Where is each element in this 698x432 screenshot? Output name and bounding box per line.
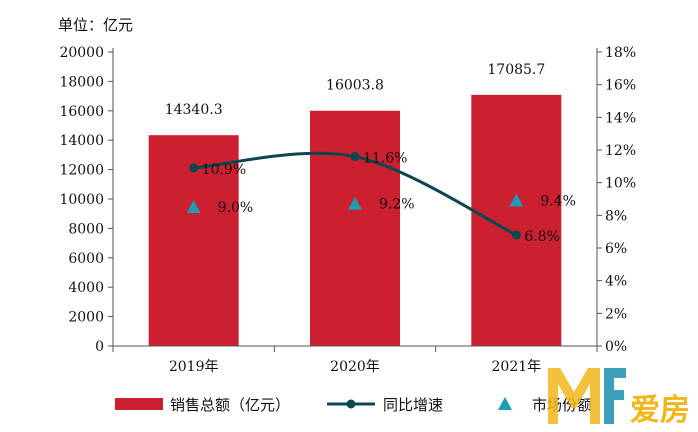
line-point	[511, 230, 521, 240]
legend-label-line: 同比增速	[383, 396, 443, 414]
right-tick-label: 16%	[605, 78, 636, 94]
left-tick-label: 4000	[68, 280, 104, 296]
x-tick-label: 2021年	[492, 359, 542, 375]
bar-value-label: 17085.7	[487, 62, 545, 78]
left-tick-label: 20000	[59, 45, 104, 61]
share-marker	[509, 193, 524, 207]
legend-swatch-bar	[115, 398, 163, 410]
bar-value-label: 16003.8	[326, 78, 384, 94]
left-tick-label: 18000	[59, 74, 104, 90]
x-tick-label: 2020年	[330, 359, 380, 375]
line-point	[350, 152, 360, 162]
left-tick-label: 12000	[59, 163, 104, 179]
left-tick-label: 16000	[59, 104, 104, 120]
bar	[471, 94, 562, 346]
share-marker	[186, 200, 201, 213]
right-tick-label: 0%	[605, 339, 627, 355]
right-tick-label: 10%	[605, 176, 636, 192]
share-value-label: 9.4%	[540, 193, 576, 209]
legend-swatch-marker	[498, 397, 512, 410]
line-value-label: 6.8%	[524, 229, 560, 245]
right-tick-label: 8%	[605, 208, 627, 224]
watermark-text: 爱房	[630, 393, 690, 428]
x-axis-labels: 2019年 2020年 2021年	[169, 359, 541, 375]
x-tick-label: 2019年	[169, 359, 219, 375]
bar	[310, 110, 400, 346]
line-value-label: 10.9%	[202, 162, 246, 178]
left-tick-label: 8000	[68, 221, 104, 237]
bar-series: 14340.3 16003.8 17085.7	[148, 62, 562, 346]
left-tick-label: 2000	[68, 310, 104, 326]
line-point	[189, 163, 199, 173]
line-series: 10.9% 11.6% 6.8%	[189, 151, 560, 245]
right-tick-label: 18%	[605, 45, 636, 61]
legend: 销售总额（亿元） 同比增速 市场份额	[115, 396, 592, 414]
unit-label: 单位：亿元	[58, 16, 133, 34]
line-value-label: 11.6%	[363, 151, 407, 167]
right-tick-label: 4%	[605, 274, 627, 290]
axes	[112, 48, 598, 352]
right-tick-label: 6%	[605, 241, 627, 257]
watermark-logo: 爱房	[548, 368, 690, 428]
share-marker	[348, 196, 362, 210]
right-axis-ticks: 0% 2% 4% 6% 8% 10% 12% 14% 16% 18%	[597, 45, 636, 355]
left-tick-label: 10000	[59, 192, 104, 208]
share-value-label: 9.0%	[218, 200, 254, 216]
right-tick-label: 2%	[605, 306, 627, 322]
left-tick-label: 14000	[59, 133, 104, 149]
legend-swatch-point	[346, 399, 356, 409]
marker-series: 9.0% 9.2% 9.4%	[186, 193, 576, 216]
left-tick-label: 6000	[68, 251, 104, 267]
left-axis-ticks: 0 2000 4000 6000 8000 10000 12000 14000 16000 180…	[59, 45, 113, 355]
bar-value-label: 14340.3	[165, 102, 223, 118]
right-tick-label: 14%	[605, 110, 636, 126]
legend-label-bar: 销售总额（亿元）	[170, 396, 290, 414]
share-value-label: 9.2%	[379, 197, 415, 213]
left-tick-label: 0	[95, 339, 104, 355]
right-tick-label: 12%	[605, 143, 636, 159]
legend-label-marker: 市场份额	[532, 396, 592, 414]
